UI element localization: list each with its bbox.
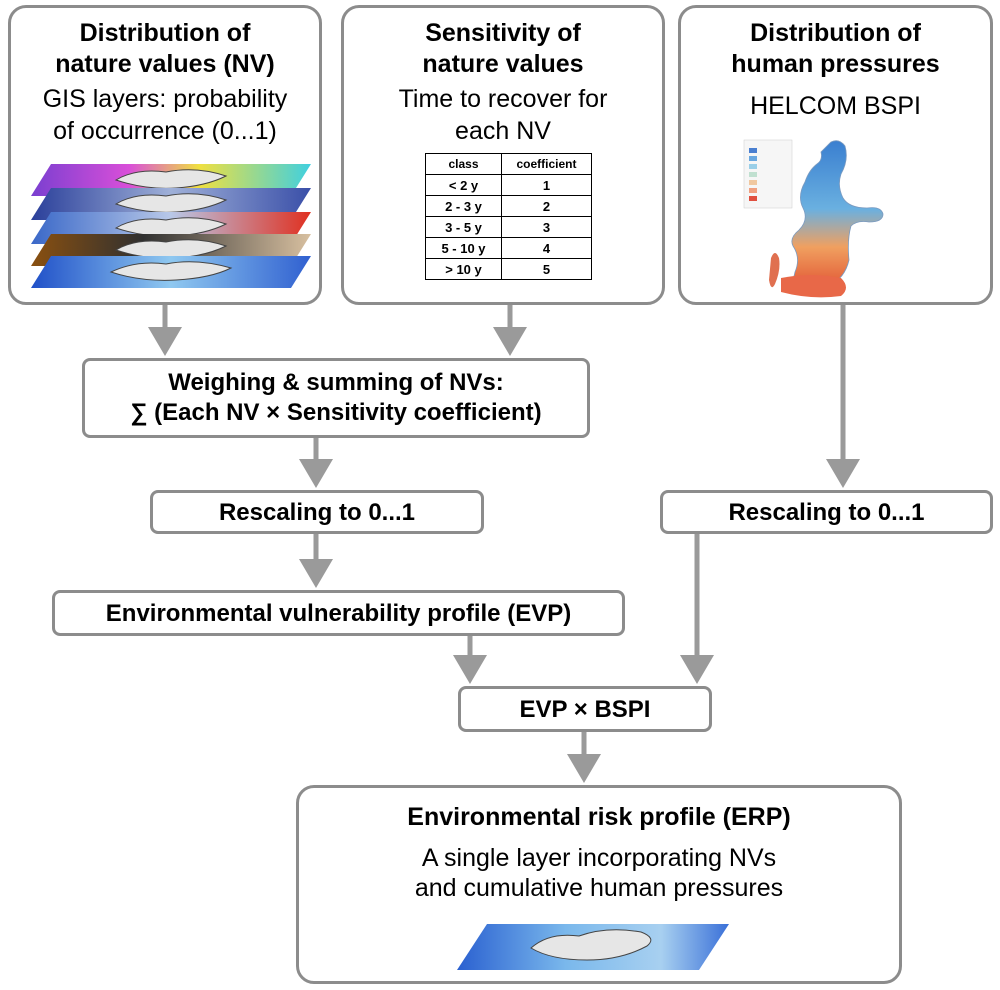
arrow-rescaling-to-evp (299, 534, 333, 588)
pressures-box: Distribution of human pressures HELCOM B… (678, 5, 993, 305)
baltic-pressure-map-icon (743, 139, 884, 298)
arrow-pressures-to-rescaling (826, 305, 860, 488)
evp-times-bspi-text: EVP × BSPI (519, 696, 651, 723)
weighing-summing-text: Weighing & summing of NVs: ∑ (Each NV × … (130, 369, 542, 426)
pressures-subtitle: HELCOM BSPI (750, 92, 921, 120)
erp-box: Environmental risk profile (ERP) A singl… (296, 785, 902, 984)
pressures-title: Distribution of human pressures (731, 19, 940, 78)
weighing-summing-box: Weighing & summing of NVs: ∑ (Each NV × … (82, 358, 590, 438)
table-row: 3 - 5 y 3 (425, 216, 592, 238)
sensitivity-box: Sensitivity of nature values Time to rec… (341, 5, 665, 305)
table-row: > 10 y 5 (425, 258, 592, 280)
evp-box: Environmental vulnerability profile (EVP… (52, 590, 625, 636)
sensitivity-table: class coefficient < 2 y 1 2 - 3 y 2 3 - … (425, 153, 592, 280)
rescaling-left-text: Rescaling to 0...1 (218, 499, 416, 526)
table-row: 2 - 3 y 2 (425, 195, 592, 217)
arrow-evp-to-product (453, 636, 487, 684)
arrow-product-to-erp (567, 732, 601, 783)
rescaling-left-box: Rescaling to 0...1 (150, 490, 484, 534)
sensitivity-subtitle: Time to recover for each NV (398, 85, 608, 145)
erp-subtitle: A single layer incorporating NVs and cum… (414, 844, 784, 902)
class-cell: > 10 y (425, 258, 502, 280)
erp-title: Environmental risk profile (ERP) (407, 803, 791, 831)
sensitivity-table-header: class coefficient (425, 153, 592, 175)
arrow-weighing-to-rescaling (299, 438, 333, 488)
arrow-nv-to-weighing (148, 305, 182, 356)
sensitivity-title: Sensitivity of nature values (422, 19, 584, 78)
nv-distribution-subtitle: GIS layers: probability of occurrence (0… (42, 85, 288, 145)
class-cell: 3 - 5 y (425, 216, 502, 238)
class-cell: 5 - 10 y (425, 237, 502, 259)
evp-times-bspi-box: EVP × BSPI (458, 686, 712, 732)
nv-distribution-title: Distribution of nature values (NV) (55, 19, 275, 78)
nv-distribution-box: Distribution of nature values (NV) GIS l… (8, 5, 322, 305)
rescaling-right-box: Rescaling to 0...1 (660, 490, 993, 534)
risk-layer-map-icon (457, 924, 729, 970)
coefficient-cell: 5 (501, 258, 592, 280)
stacked-gis-layers-icon (31, 164, 311, 288)
evp-text: Environmental vulnerability profile (EVP… (105, 600, 572, 627)
arrow-sensitivity-to-weighing (493, 305, 527, 356)
rescaling-right-text: Rescaling to 0...1 (728, 499, 925, 526)
arrow-rescaling-to-product (680, 534, 714, 684)
